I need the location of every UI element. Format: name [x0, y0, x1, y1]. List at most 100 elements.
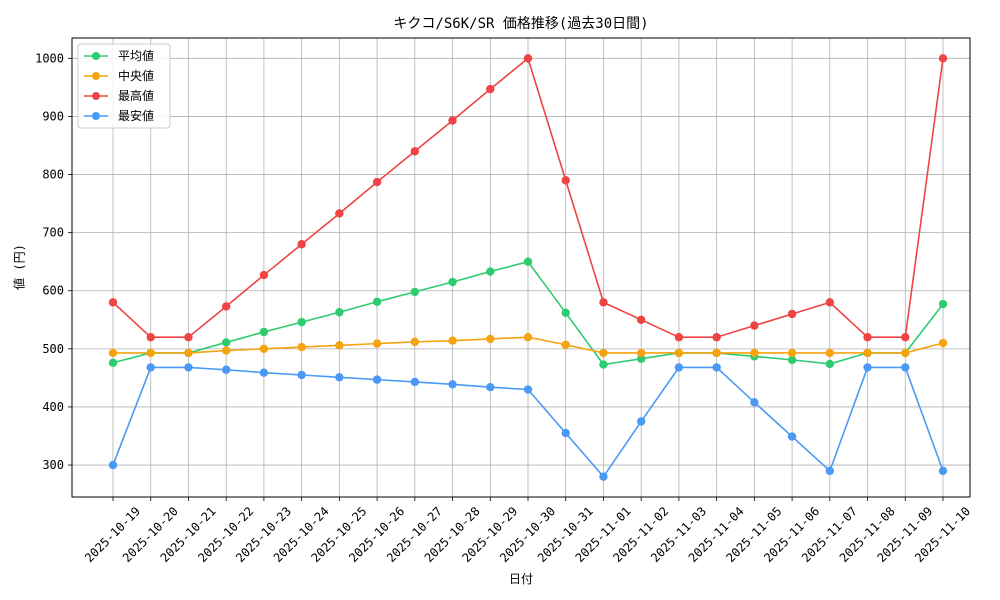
- data-point: [486, 84, 495, 94]
- data-point: [636, 348, 646, 358]
- data-point: [863, 363, 872, 372]
- data-point: [825, 298, 835, 307]
- y-tick-label: 600: [42, 284, 64, 298]
- legend-label: 最安値: [118, 108, 154, 123]
- data-point: [221, 302, 231, 311]
- data-point: [523, 257, 533, 266]
- data-point: [184, 348, 193, 358]
- data-point: [938, 466, 948, 476]
- data-point: [599, 298, 608, 307]
- data-point: [259, 344, 269, 354]
- data-point: [938, 54, 948, 63]
- data-point: [184, 333, 193, 342]
- legend-label: 中央値: [118, 68, 154, 83]
- data-point: [561, 428, 570, 438]
- data-point: [221, 365, 231, 374]
- data-point: [712, 348, 721, 358]
- plot-background: [72, 38, 970, 497]
- data-point: [335, 341, 344, 350]
- data-point: [599, 348, 608, 358]
- data-point: [335, 373, 344, 382]
- data-point: [259, 327, 269, 337]
- data-point: [448, 336, 457, 345]
- data-point: [410, 377, 420, 387]
- data-point: [108, 348, 118, 358]
- y-tick-label: 1000: [35, 51, 64, 65]
- y-axis-ticks: 300 400 500 600 700 800 900 1000: [35, 51, 72, 472]
- data-point: [561, 340, 570, 349]
- data-point: [750, 348, 759, 358]
- plot-frame: [71, 37, 971, 498]
- data-point: [825, 348, 835, 358]
- data-point: [108, 460, 118, 470]
- data-point: [146, 363, 155, 372]
- data-point: [486, 334, 495, 344]
- data-point: [561, 308, 570, 318]
- legend-box: [77, 43, 171, 129]
- data-point: [297, 342, 306, 352]
- data-point: [146, 348, 155, 358]
- y-tick-label: 400: [42, 400, 64, 414]
- legend-label: 最高値: [118, 88, 154, 103]
- data-point: [863, 333, 872, 342]
- x-axis-label: 日付: [509, 572, 533, 586]
- data-point: [335, 209, 344, 218]
- data-point: [787, 355, 797, 365]
- data-point: [825, 359, 835, 369]
- data-point: [410, 147, 420, 156]
- legend-label: 平均値: [118, 48, 154, 63]
- data-point: [221, 346, 231, 355]
- data-point: [674, 333, 684, 342]
- data-point: [335, 308, 344, 317]
- data-point: [750, 321, 759, 330]
- data-point: [712, 333, 721, 342]
- data-point: [372, 339, 382, 348]
- legend-marker-swatch: [92, 72, 100, 80]
- data-point: [523, 385, 533, 394]
- data-point: [297, 370, 306, 380]
- data-point: [825, 466, 835, 476]
- data-point: [863, 348, 872, 358]
- data-point: [523, 333, 533, 342]
- data-point: [636, 315, 646, 324]
- data-point: [448, 277, 457, 287]
- y-axis-label: 値 (円): [12, 244, 27, 290]
- data-point: [787, 309, 797, 319]
- data-point: [787, 432, 797, 441]
- data-point: [486, 267, 495, 276]
- series-2: [108, 54, 948, 342]
- data-point: [372, 177, 382, 187]
- data-point: [901, 363, 910, 372]
- data-point: [636, 354, 646, 363]
- data-point: [486, 382, 495, 392]
- y-tick-label: 800: [42, 168, 64, 182]
- data-point: [938, 299, 948, 309]
- data-point: [901, 333, 910, 342]
- legend-item-min: 最安値: [84, 108, 154, 123]
- data-point: [448, 116, 457, 125]
- data-point: [410, 287, 420, 297]
- data-point: [372, 297, 382, 306]
- legend-item-median: 中央値: [84, 68, 154, 83]
- data-point: [561, 176, 570, 185]
- data-point: [674, 363, 684, 372]
- legend-item-max: 最高値: [84, 88, 154, 103]
- y-tick-label: 300: [42, 458, 64, 472]
- chart-title: キクコ/S6K/SR 価格推移(過去30日間): [393, 16, 648, 32]
- data-point: [259, 368, 269, 377]
- data-point: [636, 417, 646, 426]
- data-point: [146, 333, 155, 342]
- data-point: [712, 363, 721, 372]
- series-3: [108, 363, 948, 481]
- data-point: [523, 54, 533, 63]
- data-point: [448, 380, 457, 389]
- data-point: [297, 240, 306, 249]
- data-point: [297, 317, 306, 327]
- data-point: [599, 472, 608, 481]
- data-point: [259, 270, 269, 280]
- y-tick-label: 900: [42, 109, 64, 123]
- y-tick-label: 500: [42, 342, 64, 356]
- series-layer: [108, 54, 948, 481]
- data-point: [184, 363, 193, 372]
